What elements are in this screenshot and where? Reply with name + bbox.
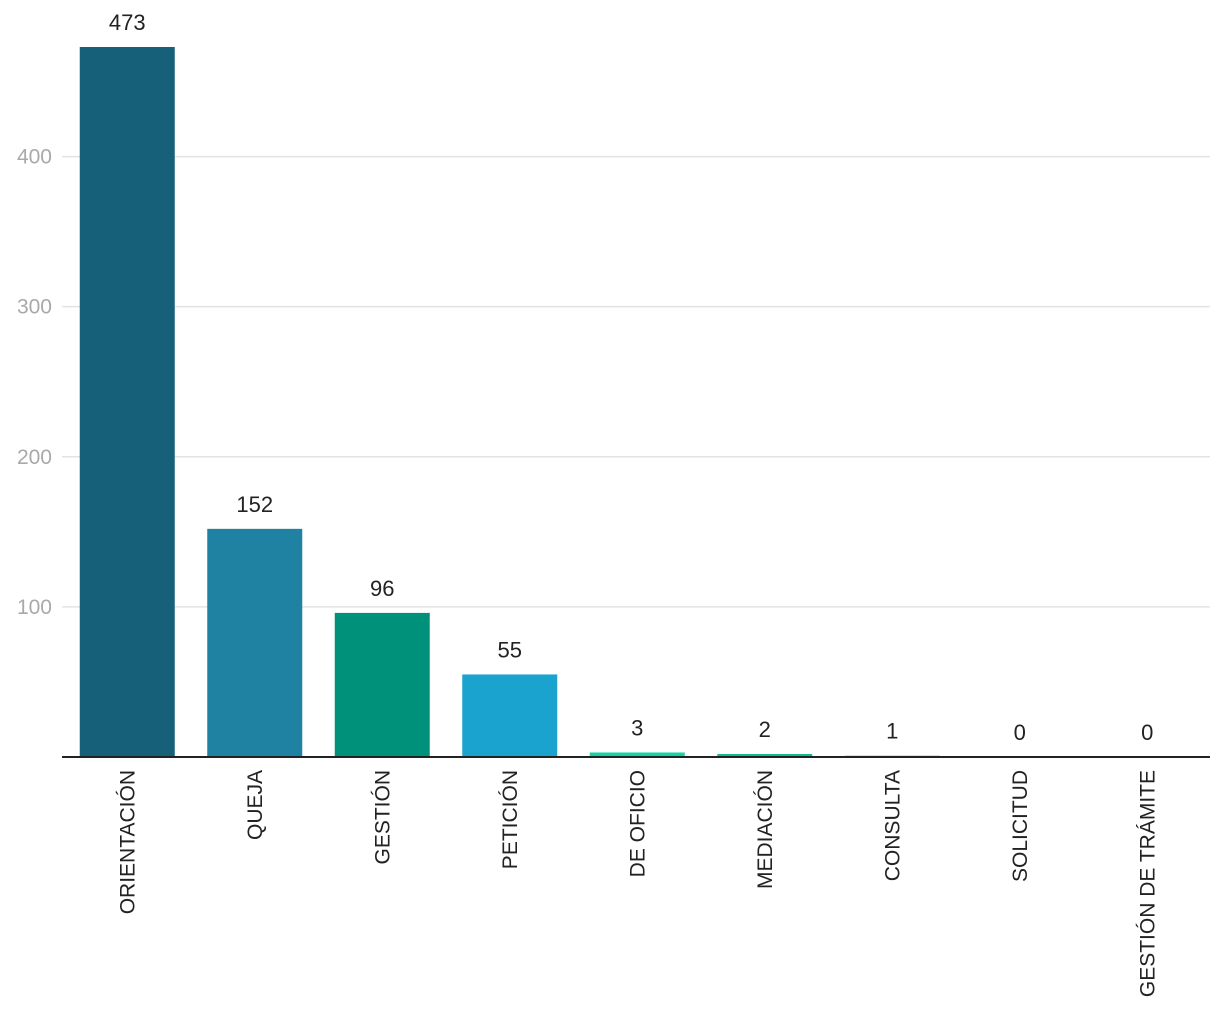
category-label: DE OFICIO [626, 770, 649, 877]
y-tick-label: 200 [17, 446, 52, 469]
y-axis-ticks: 100 200 300 400 [17, 146, 52, 619]
bar-3 [334, 612, 430, 757]
gridlines [62, 155, 1210, 608]
value-label: 55 [498, 637, 522, 662]
value-label: 473 [109, 10, 146, 35]
bar-4 [462, 674, 558, 757]
value-label: 96 [370, 576, 394, 601]
value-labels: 473 152 96 55 3 2 1 0 0 [109, 10, 1153, 745]
bar-5 [589, 752, 685, 757]
bar-1 [79, 47, 175, 757]
value-label: 0 [1141, 720, 1153, 745]
bar-2 [207, 528, 303, 757]
y-tick-label: 400 [17, 146, 52, 169]
category-label: MEDIACIÓN [754, 770, 777, 889]
value-label: 3 [631, 715, 643, 740]
category-label: CONSULTA [881, 770, 904, 881]
category-label: GESTIÓN [371, 770, 394, 865]
y-tick-label: 100 [17, 596, 52, 619]
category-label: GESTIÓN DE TRÁMITE [1136, 770, 1159, 997]
bar-6 [717, 753, 813, 757]
bars [79, 47, 940, 757]
value-label: 152 [236, 492, 273, 517]
value-label: 0 [1014, 720, 1026, 745]
category-label: QUEJA [244, 770, 267, 840]
y-tick-label: 300 [17, 296, 52, 319]
category-labels: ORIENTACIÓN QUEJA GESTIÓN PETICIÓN DE OFICIO… [116, 770, 1159, 997]
value-label: 1 [886, 718, 898, 743]
category-label: SOLICITUD [1009, 770, 1032, 882]
category-label: PETICIÓN [499, 770, 522, 869]
value-label: 2 [759, 717, 771, 742]
category-label: ORIENTACIÓN [116, 770, 139, 914]
